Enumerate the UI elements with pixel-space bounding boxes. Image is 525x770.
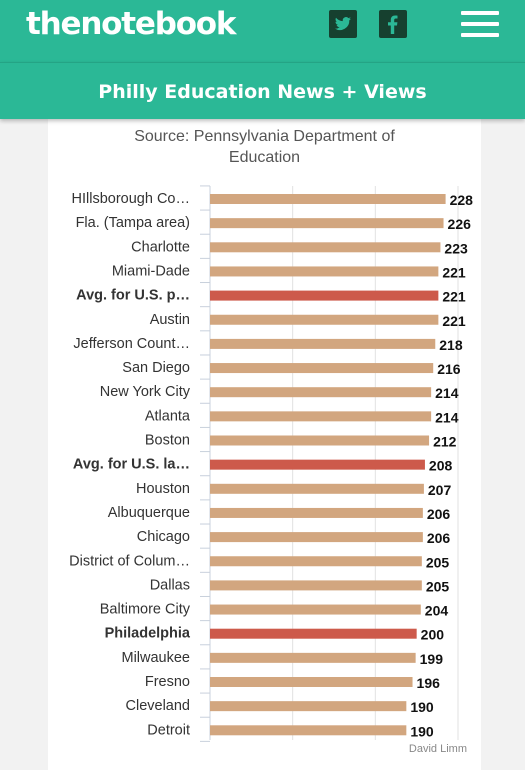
bar <box>210 411 432 422</box>
bar <box>210 338 436 349</box>
bar <box>210 532 423 543</box>
category-label: Dallas <box>150 577 190 593</box>
value-label: 228 <box>450 192 474 208</box>
value-label: 223 <box>444 240 468 256</box>
category-label: Philadelphia <box>105 626 191 642</box>
chart-source-text: Source: Pennsylvania Department of Educa… <box>134 128 395 166</box>
bar <box>210 242 441 253</box>
category-label: San Diego <box>122 360 190 376</box>
category-label: Milwaukee <box>122 650 191 666</box>
category-label: Charlotte <box>131 239 190 255</box>
value-label: 214 <box>435 385 459 401</box>
category-label: District of Colum… <box>69 553 190 569</box>
category-label: Avg. for U.S. p… <box>76 288 190 304</box>
value-label: 208 <box>429 458 453 474</box>
chart-credit: David Limm <box>408 743 467 755</box>
bar <box>210 507 423 518</box>
bar <box>210 701 407 712</box>
value-label: 190 <box>410 699 434 715</box>
category-label: Baltimore City <box>100 602 191 618</box>
bar <box>210 290 439 301</box>
category-label: Fla. (Tampa area) <box>76 215 190 231</box>
category-label: Chicago <box>137 529 190 545</box>
value-label: 196 <box>417 675 441 691</box>
value-label: 214 <box>435 409 459 425</box>
category-label: Cleveland <box>126 698 191 714</box>
bar <box>210 604 421 615</box>
bar <box>210 387 432 398</box>
category-label: Austin <box>150 312 190 328</box>
category-label: Albuquerque <box>108 505 190 521</box>
value-label: 190 <box>410 723 434 739</box>
bar <box>210 435 430 446</box>
facebook-icon[interactable] <box>379 10 407 38</box>
bar-chart: HIllsborough Co… 228 Fla. (Tampa area) 226 C… <box>69 185 474 742</box>
bar <box>210 628 417 639</box>
category-label: Atlanta <box>145 408 191 424</box>
twitter-icon[interactable] <box>329 10 357 38</box>
bar <box>210 556 422 567</box>
bar <box>210 363 434 374</box>
value-label: 207 <box>428 482 452 498</box>
value-label: 218 <box>439 337 463 353</box>
value-label: 212 <box>433 434 457 450</box>
top-navigation-bar: thenotebook <box>0 0 525 62</box>
value-label: 226 <box>448 216 472 232</box>
category-label: Avg. for U.S. la… <box>73 457 190 473</box>
category-label: Miami-Dade <box>112 263 190 279</box>
value-label: 221 <box>442 289 466 305</box>
value-label: 205 <box>426 578 450 594</box>
value-label: 205 <box>426 554 450 570</box>
bar <box>210 677 413 687</box>
section-title[interactable]: Philly Education News + Views <box>98 81 427 103</box>
site-logo[interactable]: thenotebook <box>26 6 237 42</box>
bar <box>210 218 444 229</box>
bar <box>210 652 416 663</box>
bar <box>210 580 422 591</box>
category-label: New York City <box>100 384 191 400</box>
chart-card: HIllsborough Co… 228 Fla. (Tampa area) 226 C… <box>48 118 481 770</box>
bar <box>210 194 446 204</box>
value-label: 204 <box>425 603 449 619</box>
value-label: 206 <box>427 530 451 546</box>
section-header-bar: Philly Education News + Views <box>0 62 525 119</box>
value-label: 221 <box>442 264 466 280</box>
bar <box>210 459 425 470</box>
value-label: 221 <box>442 313 466 329</box>
chart-source: Source: Pennsylvania Department of Educa… <box>48 126 481 168</box>
value-label: 200 <box>421 627 445 643</box>
category-label: Detroit <box>147 722 190 738</box>
category-label: Houston <box>136 481 190 497</box>
category-label: Jefferson Count… <box>73 336 190 352</box>
bar <box>210 266 439 277</box>
value-label: 216 <box>437 361 461 377</box>
category-label: Fresno <box>145 674 190 690</box>
hamburger-menu-icon[interactable] <box>461 11 499 37</box>
category-label: HIllsborough Co… <box>72 191 190 207</box>
bar <box>210 314 439 325</box>
value-label: 206 <box>427 506 451 522</box>
category-label: Boston <box>145 433 190 449</box>
bar <box>210 725 407 736</box>
value-label: 199 <box>420 651 444 667</box>
bar <box>210 483 424 494</box>
